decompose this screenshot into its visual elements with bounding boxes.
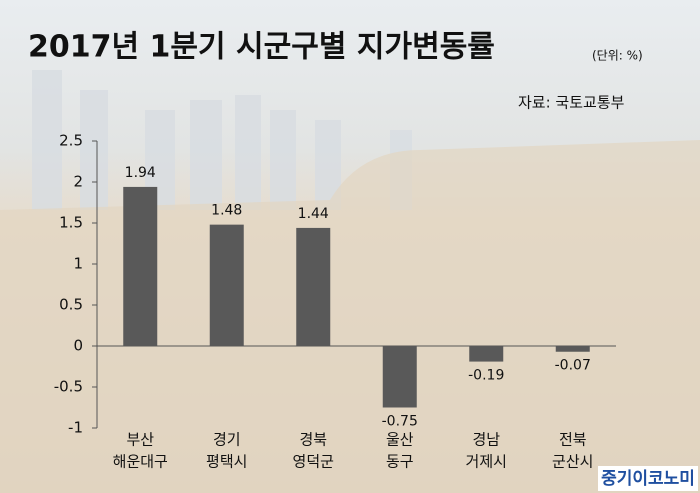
- x-tick-label: 경북: [299, 431, 327, 449]
- value-label: 1.48: [211, 203, 242, 219]
- x-tick-label: 경기: [213, 431, 241, 449]
- y-tick-label: 2.5: [59, 132, 83, 150]
- bar: [209, 224, 244, 346]
- chart-subtitle: (단위: %): [592, 49, 643, 63]
- x-tick-label: 전북: [559, 431, 587, 449]
- source-note: 자료: 국토교통부: [518, 94, 625, 112]
- y-tick-label: -1: [68, 419, 83, 437]
- value-label: -0.75: [382, 414, 418, 430]
- value-label: 1.94: [125, 165, 156, 181]
- x-tick-label: 영덕군: [293, 453, 335, 471]
- x-tick-label: 울산: [386, 431, 414, 449]
- x-tick-label: 부산: [126, 431, 154, 449]
- y-tick-label: 0: [73, 337, 83, 355]
- x-tick-label: 동구: [386, 453, 414, 471]
- value-label: -0.07: [555, 358, 591, 374]
- y-tick-label: 1.5: [59, 214, 83, 232]
- y-tick-label: 1: [73, 255, 83, 273]
- bar: [382, 346, 417, 408]
- watermark: 중기이코노미: [601, 469, 695, 489]
- bar: [296, 227, 331, 346]
- bar: [123, 186, 158, 346]
- value-label: 1.44: [298, 206, 329, 222]
- x-tick-label: 군산시: [552, 453, 593, 471]
- background-sand: [0, 140, 700, 493]
- background-buildings: [32, 70, 412, 210]
- y-tick-label: -0.5: [54, 378, 83, 396]
- bar: [555, 346, 590, 352]
- chart-title: 2017년 1분기 시군구별 지가변동률: [28, 30, 495, 65]
- x-tick-label: 해운대구: [113, 453, 168, 471]
- value-label: -0.19: [468, 368, 504, 384]
- y-tick-label: 0.5: [59, 296, 83, 314]
- watermark-box: [598, 466, 698, 491]
- y-tick-label: 2: [73, 173, 83, 191]
- x-tick-label: 거제시: [466, 453, 507, 471]
- x-tick-label: 평택시: [206, 453, 247, 471]
- bar: [469, 346, 504, 362]
- x-tick-label: 경남: [472, 431, 500, 449]
